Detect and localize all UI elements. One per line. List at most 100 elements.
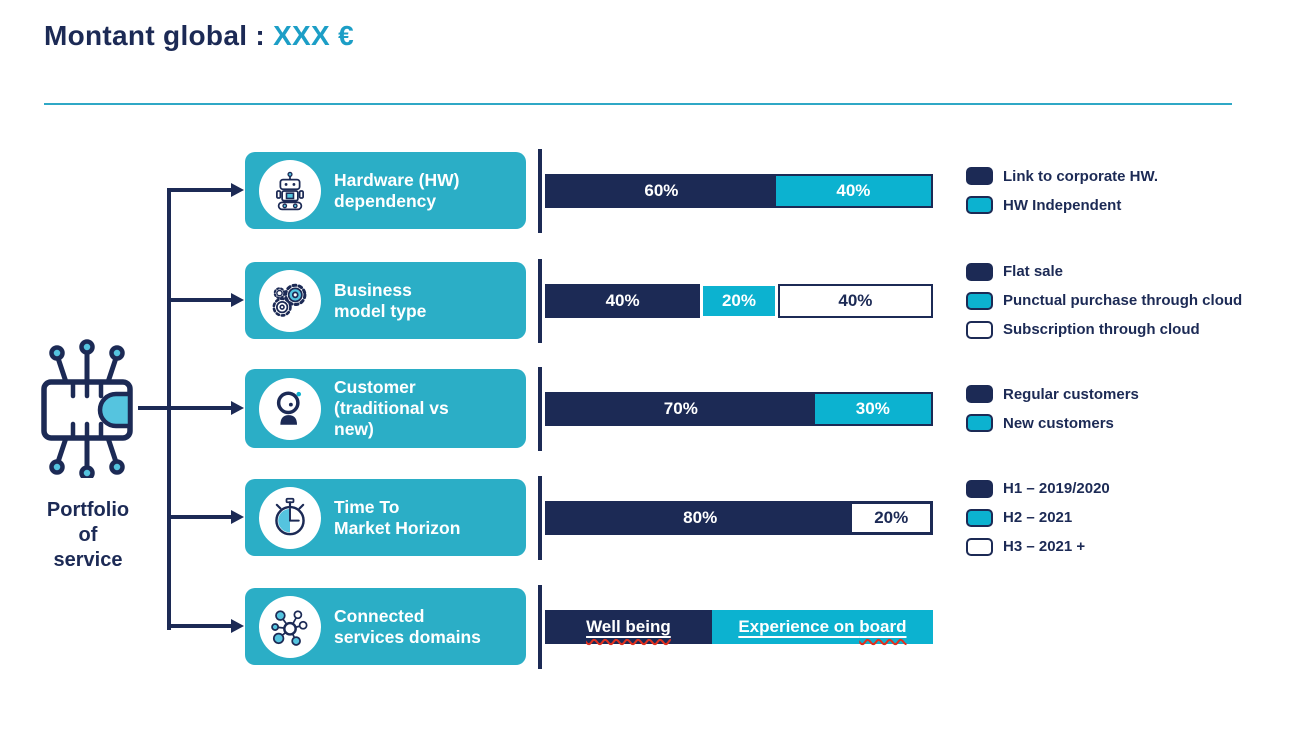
legend-item: Subscription through cloud: [966, 320, 1242, 339]
row-hardware-dependency: Hardware (HW) dependency 60% 40% Link to…: [0, 148, 1312, 233]
legend-item: New customers: [966, 414, 1139, 432]
legend-business-model: Flat sale Punctual purchase through clou…: [966, 262, 1242, 339]
bar-segment-label: 40%: [836, 180, 871, 200]
legend-label: HW Independent: [1003, 196, 1122, 214]
bar-segment-teal: Experience on board: [711, 609, 933, 644]
page-title: Montant global : XXX €: [44, 20, 354, 52]
legend-item: HW Independent: [966, 196, 1158, 214]
bar-segment-navy: Well being: [545, 610, 712, 644]
flow-arrow-line: [169, 188, 233, 192]
legend-label: Regular customers: [1003, 385, 1139, 403]
category-card-customer: Customer (traditional vs new): [245, 369, 526, 448]
gears-icon: [272, 283, 307, 317]
bar-segment-teal: 30%: [814, 393, 931, 424]
bar-segment-teal: 20%: [700, 285, 778, 316]
bar-segment-navy: 40%: [545, 283, 701, 318]
legend-label: H2 – 2021: [1003, 509, 1073, 526]
arrow-right-icon: [231, 618, 244, 633]
legend-label: New customers: [1003, 414, 1114, 432]
card-icon-circle: [259, 159, 321, 222]
legend-label: Flat sale: [1003, 263, 1064, 280]
network-icon: [271, 609, 308, 646]
bar-segment-label: 20%: [874, 507, 909, 527]
category-card-hardware: Hardware (HW) dependency: [245, 152, 526, 229]
bar-segment-label: 20%: [721, 290, 756, 310]
bar-axis: [538, 584, 542, 669]
legend-item: Punctual purchase through cloud: [966, 291, 1243, 310]
legend-label: Punctual purchase through cloud: [1003, 292, 1243, 309]
bar-axis: [538, 148, 542, 233]
row-time-to-market: Time To Market Horizon 80% 20% H1 – 2019…: [0, 475, 1312, 560]
flow-arrow-line: [138, 406, 233, 410]
arrow-right-icon: [231, 292, 244, 307]
legend-swatch-teal: [966, 414, 993, 432]
legend-swatch-white: [966, 537, 993, 556]
card-label: Time To Market Horizon: [334, 496, 461, 538]
bar-segment-navy: 70%: [545, 392, 817, 426]
card-icon-circle: [259, 595, 321, 658]
stacked-bar-business-model: 40% 20% 40%: [545, 283, 933, 318]
bar-segment-label: 40%: [838, 290, 873, 310]
category-card-time-to-market: Time To Market Horizon: [245, 479, 526, 556]
bar-segment-navy: 80%: [545, 501, 855, 535]
customer-icon: [276, 391, 302, 425]
legend-item: Regular customers: [966, 385, 1139, 403]
legend-hardware: Link to corporate HW. HW Independent: [966, 152, 1158, 229]
bar-segment-label: Well being: [586, 616, 671, 636]
legend-swatch-teal: [966, 291, 993, 310]
stacked-bar-time-to-market: 80% 20%: [545, 500, 933, 535]
bar-segment-teal: 40%: [775, 175, 931, 206]
bar-segment-navy: 60%: [545, 174, 778, 208]
card-label: Connected services domains: [334, 605, 481, 647]
legend-swatch-navy: [966, 167, 993, 185]
bar-segment-white: 20%: [852, 503, 930, 532]
bar-segment-white: 40%: [777, 283, 933, 318]
card-icon-circle: [259, 377, 321, 440]
row-business-model: Business model type 40% 20% 40% Flat sal…: [0, 258, 1312, 343]
card-label: Business model type: [334, 279, 427, 321]
row-connected-services: Connected services domains Well being Ex…: [0, 584, 1312, 669]
arrow-right-icon: [231, 509, 244, 524]
legend-item: Flat sale: [966, 262, 1242, 281]
stacked-bar-hardware: 60% 40%: [545, 173, 933, 208]
flow-arrow-line: [169, 298, 233, 302]
legend-swatch-navy: [966, 385, 993, 403]
legend-time-to-market: H1 – 2019/2020 H2 – 2021 H3 – 2021 +: [966, 479, 1110, 556]
bar-segment-label: 60%: [644, 180, 679, 200]
card-label: Customer (traditional vs new): [334, 377, 449, 439]
card-icon-circle: [259, 269, 321, 332]
bar-segment-label: 30%: [855, 398, 890, 418]
legend-swatch-navy: [966, 262, 993, 281]
bar-segment-label: Experience on board: [738, 616, 907, 636]
bar-axis: [538, 258, 542, 343]
portfolio-label: Portfolio of service: [46, 499, 130, 571]
arrow-right-icon: [231, 182, 244, 197]
flow-arrow-line: [169, 624, 233, 628]
stacked-bar-connected-services: Well being Experience on board: [545, 609, 933, 644]
stacked-bar-customer: 70% 30%: [545, 391, 933, 426]
robot-icon: [276, 171, 304, 210]
legend-swatch-white: [966, 320, 993, 339]
card-label: Hardware (HW) dependency: [334, 169, 460, 211]
stopwatch-icon: [275, 497, 305, 535]
category-card-connected-services: Connected services domains: [245, 588, 526, 665]
legend-label: H1 – 2019/2020: [1003, 480, 1110, 497]
legend-swatch-navy: [966, 479, 993, 498]
flow-arrow-line: [169, 515, 233, 519]
legend-item: H2 – 2021: [966, 508, 1110, 527]
bar-axis: [538, 366, 542, 451]
legend-item: H1 – 2019/2020: [966, 479, 1110, 498]
legend-swatch-teal: [966, 196, 993, 214]
legend-label: Link to corporate HW.: [1003, 167, 1159, 185]
legend-label: Subscription through cloud: [1003, 321, 1200, 338]
bar-segment-label: 70%: [663, 398, 698, 418]
card-icon-circle: [259, 486, 321, 549]
row-customer: Customer (traditional vs new) 70% 30% Re…: [0, 366, 1312, 451]
legend-customer: Regular customers New customers: [966, 369, 1139, 448]
bar-axis: [538, 475, 542, 560]
category-card-business-model: Business model type: [245, 262, 526, 339]
portfolio-chip-icon: [41, 339, 133, 478]
title-amount: XXX €: [273, 20, 354, 51]
title-text: Montant global :: [44, 20, 265, 51]
